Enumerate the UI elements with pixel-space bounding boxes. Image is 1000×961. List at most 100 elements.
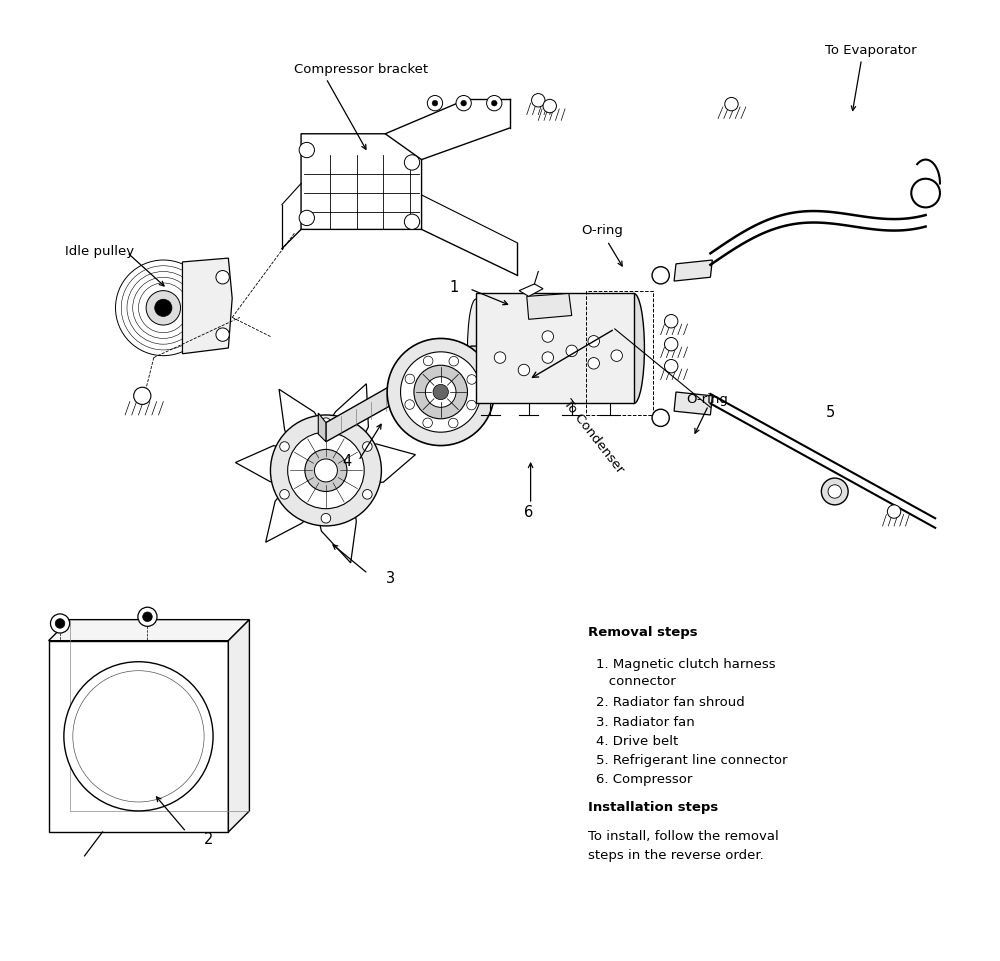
Circle shape — [427, 96, 443, 111]
Polygon shape — [476, 294, 634, 404]
Circle shape — [299, 211, 314, 227]
Text: 5: 5 — [825, 405, 835, 419]
Circle shape — [448, 419, 458, 429]
Circle shape — [414, 366, 467, 419]
Polygon shape — [49, 641, 228, 832]
Ellipse shape — [623, 294, 644, 404]
Circle shape — [467, 401, 476, 410]
Polygon shape — [228, 620, 249, 832]
Text: 2: 2 — [204, 831, 213, 847]
Text: Installation steps: Installation steps — [588, 801, 718, 813]
Circle shape — [134, 388, 151, 405]
Polygon shape — [266, 485, 318, 543]
Circle shape — [542, 353, 554, 364]
Circle shape — [828, 485, 841, 499]
Circle shape — [143, 612, 152, 622]
Circle shape — [55, 619, 65, 628]
Text: 4: 4 — [342, 454, 352, 469]
Text: connector: connector — [596, 675, 675, 688]
Circle shape — [423, 419, 432, 429]
Circle shape — [487, 96, 502, 111]
Circle shape — [405, 375, 415, 384]
Circle shape — [288, 432, 364, 509]
Circle shape — [363, 490, 372, 500]
Circle shape — [491, 101, 497, 107]
Circle shape — [404, 215, 420, 231]
Circle shape — [50, 614, 70, 633]
Circle shape — [321, 418, 331, 428]
Circle shape — [432, 101, 438, 107]
Circle shape — [423, 357, 433, 366]
Circle shape — [216, 329, 229, 342]
Polygon shape — [235, 446, 292, 487]
Circle shape — [532, 94, 545, 108]
Circle shape — [155, 300, 172, 317]
Circle shape — [467, 376, 477, 384]
Circle shape — [138, 607, 157, 627]
Circle shape — [405, 401, 414, 410]
Polygon shape — [326, 347, 492, 442]
Circle shape — [588, 358, 599, 370]
Text: 3: 3 — [385, 571, 395, 585]
Circle shape — [518, 365, 530, 377]
Circle shape — [543, 100, 556, 113]
Circle shape — [216, 271, 229, 284]
Polygon shape — [527, 294, 572, 320]
Circle shape — [652, 267, 669, 284]
Circle shape — [566, 346, 577, 357]
Circle shape — [280, 490, 289, 500]
Circle shape — [305, 450, 347, 492]
Text: To Condenser: To Condenser — [561, 396, 627, 475]
Circle shape — [725, 98, 738, 111]
Text: O-ring: O-ring — [581, 224, 623, 236]
Polygon shape — [49, 620, 249, 641]
Polygon shape — [182, 259, 232, 355]
Text: 6. Compressor: 6. Compressor — [596, 772, 692, 785]
Circle shape — [821, 479, 848, 505]
Circle shape — [280, 442, 289, 452]
Text: steps in the reverse order.: steps in the reverse order. — [588, 849, 764, 861]
Polygon shape — [318, 413, 326, 442]
Polygon shape — [301, 135, 422, 231]
Circle shape — [321, 514, 331, 524]
Polygon shape — [519, 284, 543, 297]
Text: 5. Refrigerant line connector: 5. Refrigerant line connector — [596, 753, 787, 766]
Polygon shape — [674, 393, 712, 415]
Text: Removal steps: Removal steps — [588, 626, 698, 638]
Polygon shape — [674, 260, 712, 282]
Circle shape — [363, 442, 372, 452]
Text: 4. Drive belt: 4. Drive belt — [596, 734, 678, 747]
Text: To Evaporator: To Evaporator — [825, 44, 917, 57]
Circle shape — [270, 415, 381, 527]
Circle shape — [387, 339, 494, 446]
Circle shape — [911, 180, 940, 209]
Circle shape — [665, 360, 678, 374]
Text: 1: 1 — [449, 280, 459, 295]
Circle shape — [404, 156, 420, 171]
Circle shape — [449, 357, 459, 366]
Circle shape — [461, 101, 467, 107]
Text: O-ring: O-ring — [687, 393, 728, 406]
Polygon shape — [357, 445, 415, 483]
Circle shape — [588, 336, 599, 348]
Circle shape — [456, 96, 471, 111]
Circle shape — [299, 143, 314, 159]
Circle shape — [887, 505, 901, 519]
Text: 1. Magnetic clutch harness: 1. Magnetic clutch harness — [596, 657, 775, 671]
Text: 6: 6 — [524, 505, 533, 520]
Text: To install, follow the removal: To install, follow the removal — [588, 829, 779, 843]
Circle shape — [665, 338, 678, 352]
Circle shape — [665, 315, 678, 329]
Circle shape — [433, 385, 448, 400]
Polygon shape — [279, 390, 325, 450]
Circle shape — [314, 459, 337, 482]
Text: 2. Radiator fan shroud: 2. Radiator fan shroud — [596, 696, 744, 708]
Circle shape — [652, 409, 669, 427]
Circle shape — [611, 351, 622, 362]
Polygon shape — [323, 384, 368, 447]
Text: Idle pulley: Idle pulley — [65, 245, 134, 258]
Circle shape — [401, 353, 481, 432]
Text: Compressor bracket: Compressor bracket — [294, 63, 428, 76]
Polygon shape — [316, 500, 356, 563]
Circle shape — [146, 291, 181, 326]
